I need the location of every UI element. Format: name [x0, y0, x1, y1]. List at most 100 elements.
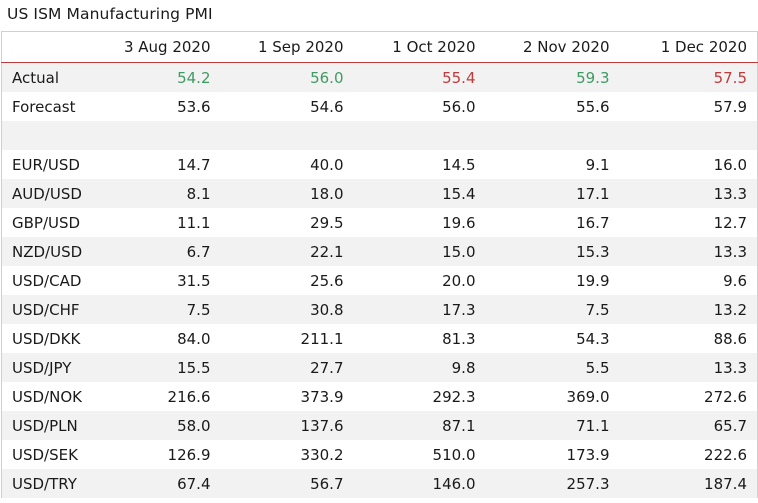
row-label: USD/CHF	[1, 295, 102, 324]
row-label	[1, 121, 102, 150]
header-corner	[1, 31, 102, 63]
table-cell: 56.0	[220, 62, 354, 92]
table-cell: 55.4	[353, 62, 486, 92]
table-cell: 30.8	[220, 295, 354, 324]
table-cell: 137.6	[220, 411, 354, 440]
column-header: 3 Aug 2020	[101, 31, 221, 63]
table-cell: 222.6	[704, 445, 747, 464]
row-label: NZD/USD	[1, 237, 102, 266]
table-cell: 6.7	[101, 237, 221, 266]
table-cell: 373.9	[300, 387, 344, 406]
table-row: USD/NOK 216.6 373.9 292.3 369.0 272.6	[2, 382, 758, 411]
table-cell	[101, 121, 221, 150]
table-cell: 17.1	[485, 179, 620, 208]
table-row: USD/CAD 31.5 25.6 20.0 19.9 9.6	[2, 266, 758, 295]
table-title: US ISM Manufacturing PMI	[7, 5, 213, 23]
table-cell: 18.0	[220, 179, 354, 208]
table-cell	[220, 121, 354, 150]
row-label: USD/NOK	[12, 387, 82, 406]
table-cell: 15.0	[353, 237, 486, 266]
table-row: USD/CHF 7.5 30.8 17.3 7.5 13.2	[1, 295, 758, 324]
table-cell: 25.6	[310, 271, 344, 290]
column-header: 2 Nov 2020	[485, 31, 620, 63]
table-cell: 211.1	[300, 329, 344, 348]
table-cell: 15.3	[485, 237, 620, 266]
table-cell: 71.1	[485, 411, 620, 440]
table-cell: 54.3	[576, 329, 610, 348]
table-cell: 330.2	[300, 445, 344, 464]
column-header: 1 Sep 2020	[220, 31, 354, 63]
table-cell: 81.3	[442, 329, 476, 348]
table-cell: 40.0	[310, 155, 344, 174]
table-cell: 57.5	[619, 62, 758, 92]
table-row: USD/JPY 15.5 27.7 9.8 5.5 13.3	[1, 353, 758, 382]
column-header: 1 Dec 2020	[619, 31, 758, 63]
table-cell: 173.9	[566, 445, 610, 464]
table-cell: 56.7	[220, 469, 354, 498]
table-cell: 16.0	[713, 155, 747, 174]
table-cell: 13.3	[619, 179, 758, 208]
table-cell: 13.2	[619, 295, 758, 324]
table-cell: 7.5	[101, 295, 221, 324]
table-cell: 11.1	[177, 213, 211, 232]
table-cell: 57.9	[713, 97, 747, 116]
table-cell: 126.9	[167, 445, 211, 464]
table-cell	[619, 121, 758, 150]
table-cell: 59.3	[485, 62, 620, 92]
column-header: 1 Oct 2020	[353, 31, 486, 63]
row-label: USD/JPY	[1, 353, 102, 382]
row-label: GBP/USD	[12, 213, 81, 232]
table-row: AUD/USD 8.1 18.0 15.4 17.1 13.3	[1, 179, 758, 208]
table-cell: 146.0	[353, 469, 486, 498]
table-cell: 22.1	[220, 237, 354, 266]
table-row	[1, 121, 758, 150]
table-cell: 15.4	[353, 179, 486, 208]
table-cell: 12.7	[713, 213, 747, 232]
table-cell: 84.0	[177, 329, 211, 348]
table-cell: 15.5	[101, 353, 221, 382]
table-cell: 19.9	[576, 271, 610, 290]
table-cell: 9.8	[353, 353, 486, 382]
header-row: 3 Aug 2020 1 Sep 2020 1 Oct 2020 2 Nov 2…	[1, 31, 758, 63]
table-cell: 31.5	[177, 271, 211, 290]
table-cell: 14.7	[177, 155, 211, 174]
row-label: USD/SEK	[12, 445, 78, 464]
row-label: AUD/USD	[1, 179, 102, 208]
table-cell	[485, 121, 620, 150]
table-cell: 14.5	[442, 155, 476, 174]
table-cell: 88.6	[713, 329, 747, 348]
table-row: EUR/USD 14.7 40.0 14.5 9.1 16.0	[2, 150, 758, 179]
table-cell	[353, 121, 486, 150]
table-cell: 55.6	[576, 97, 610, 116]
table-cell: 67.4	[101, 469, 221, 498]
table-row: Actual 54.2 56.0 55.4 59.3 57.5	[1, 62, 758, 92]
row-label: USD/DKK	[12, 329, 81, 348]
table-cell: 9.6	[723, 271, 747, 290]
table-cell: 8.1	[101, 179, 221, 208]
table-cell: 53.6	[177, 97, 211, 116]
row-label: USD/CAD	[12, 271, 82, 290]
row-label: EUR/USD	[12, 155, 80, 174]
table-cell: 17.3	[353, 295, 486, 324]
table-row: Forecast 53.6 54.6 56.0 55.6 57.9	[2, 92, 758, 121]
table-cell: 58.0	[101, 411, 221, 440]
table-row: USD/PLN 58.0 137.6 87.1 71.1 65.7	[1, 411, 758, 440]
table-row: NZD/USD 6.7 22.1 15.0 15.3 13.3	[1, 237, 758, 266]
table-cell: 65.7	[619, 411, 758, 440]
table-cell: 19.6	[442, 213, 476, 232]
table-cell: 510.0	[432, 445, 476, 464]
table-cell: 87.1	[353, 411, 486, 440]
table-cell: 5.5	[485, 353, 620, 382]
table-cell: 54.6	[310, 97, 344, 116]
table-cell: 27.7	[220, 353, 354, 382]
table-cell: 369.0	[566, 387, 610, 406]
row-label: USD/TRY	[1, 469, 102, 498]
table-row: USD/TRY 67.4 56.7 146.0 257.3 187.4	[1, 469, 758, 498]
row-label: USD/PLN	[1, 411, 102, 440]
table-cell: 13.3	[619, 237, 758, 266]
table-cell: 257.3	[485, 469, 620, 498]
table-cell: 13.3	[619, 353, 758, 382]
table-row: USD/DKK 84.0 211.1 81.3 54.3 88.6	[2, 324, 758, 353]
table-row: USD/SEK 126.9 330.2 510.0 173.9 222.6	[2, 440, 758, 469]
table-cell: 7.5	[485, 295, 620, 324]
